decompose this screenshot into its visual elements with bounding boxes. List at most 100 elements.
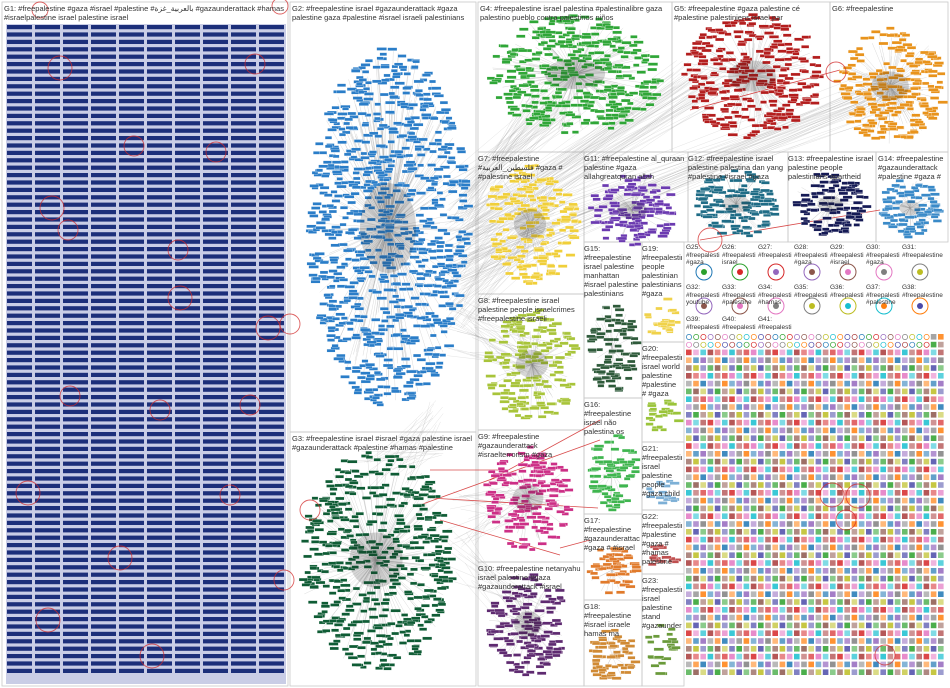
node bbox=[231, 165, 256, 170]
node bbox=[7, 239, 32, 244]
node bbox=[509, 107, 520, 111]
node bbox=[347, 111, 357, 116]
node bbox=[119, 254, 144, 259]
node bbox=[63, 513, 88, 518]
node bbox=[334, 468, 342, 472]
edge bbox=[453, 114, 568, 219]
node bbox=[393, 121, 402, 125]
node bbox=[384, 454, 396, 459]
node bbox=[419, 108, 427, 112]
node bbox=[373, 371, 381, 375]
node bbox=[175, 668, 200, 673]
node bbox=[91, 298, 116, 303]
node bbox=[554, 91, 563, 95]
edge bbox=[445, 85, 729, 225]
node bbox=[203, 195, 228, 200]
node bbox=[259, 69, 284, 74]
node bbox=[748, 13, 758, 17]
node bbox=[401, 613, 409, 617]
node bbox=[392, 333, 401, 337]
node bbox=[344, 477, 353, 482]
node bbox=[345, 608, 355, 613]
edge bbox=[474, 100, 564, 173]
node bbox=[91, 128, 116, 133]
node bbox=[342, 647, 350, 651]
node bbox=[894, 110, 902, 114]
node bbox=[587, 104, 594, 108]
node bbox=[397, 464, 407, 469]
edge bbox=[448, 543, 535, 614]
node bbox=[388, 91, 396, 96]
edge bbox=[381, 440, 437, 478]
node bbox=[341, 612, 350, 616]
node bbox=[394, 514, 404, 518]
node bbox=[387, 47, 398, 51]
node bbox=[385, 204, 395, 209]
node bbox=[310, 280, 321, 284]
node bbox=[371, 331, 380, 335]
node bbox=[601, 122, 610, 126]
edge bbox=[531, 363, 538, 367]
node bbox=[203, 528, 228, 533]
node bbox=[766, 119, 774, 123]
node bbox=[203, 284, 228, 289]
node bbox=[375, 542, 384, 546]
node bbox=[377, 528, 387, 533]
node bbox=[203, 224, 228, 229]
edge bbox=[372, 406, 443, 489]
node bbox=[259, 210, 284, 215]
node bbox=[35, 269, 60, 274]
node bbox=[790, 72, 801, 77]
edge bbox=[903, 207, 911, 212]
node bbox=[439, 535, 449, 539]
node bbox=[203, 417, 228, 422]
edge bbox=[467, 332, 554, 364]
node bbox=[175, 335, 200, 340]
node bbox=[324, 502, 333, 506]
node bbox=[362, 640, 371, 645]
node bbox=[321, 569, 329, 574]
node bbox=[531, 94, 540, 98]
node bbox=[878, 41, 889, 46]
edge bbox=[751, 41, 772, 77]
node bbox=[63, 654, 88, 659]
node bbox=[369, 615, 379, 619]
node bbox=[413, 123, 424, 127]
node bbox=[387, 459, 395, 463]
node bbox=[421, 615, 429, 619]
node bbox=[385, 110, 395, 114]
node bbox=[496, 73, 504, 78]
node bbox=[429, 176, 439, 180]
node bbox=[444, 546, 453, 551]
node bbox=[203, 631, 228, 636]
node bbox=[906, 46, 917, 50]
edge bbox=[829, 203, 844, 232]
node bbox=[542, 96, 550, 100]
node bbox=[898, 38, 907, 42]
node bbox=[911, 92, 919, 97]
node bbox=[325, 544, 333, 548]
node bbox=[63, 639, 88, 644]
edge bbox=[370, 78, 389, 229]
edge bbox=[901, 195, 911, 209]
node bbox=[91, 25, 116, 30]
node bbox=[624, 118, 634, 123]
edge bbox=[466, 81, 571, 194]
node bbox=[912, 81, 921, 86]
node bbox=[35, 565, 60, 570]
node bbox=[203, 328, 228, 333]
node bbox=[548, 196, 557, 201]
node bbox=[7, 143, 32, 148]
node bbox=[342, 216, 349, 220]
node bbox=[692, 46, 699, 50]
node bbox=[63, 32, 88, 37]
node bbox=[516, 34, 526, 38]
node bbox=[147, 321, 172, 326]
node bbox=[35, 617, 60, 622]
node bbox=[607, 126, 615, 130]
node bbox=[231, 99, 256, 104]
node bbox=[91, 617, 116, 622]
node bbox=[175, 128, 200, 133]
node bbox=[458, 168, 468, 172]
node bbox=[455, 235, 463, 239]
